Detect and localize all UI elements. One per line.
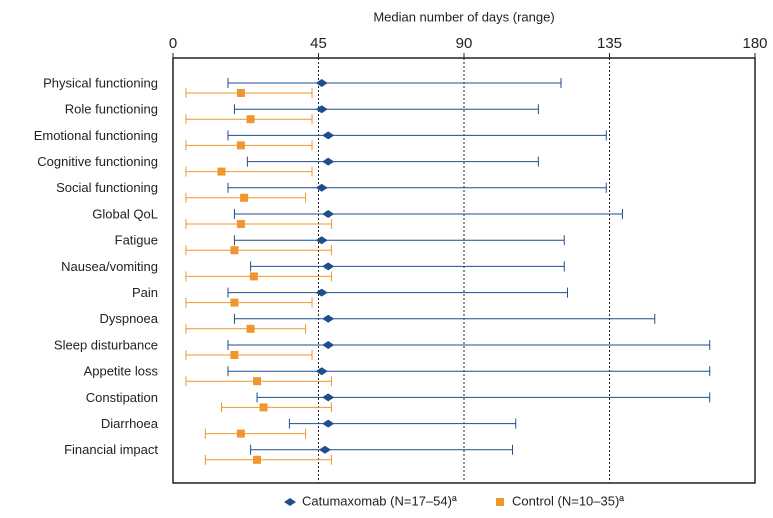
- category-label: Global QoL: [92, 206, 158, 221]
- median-marker: [322, 131, 335, 140]
- median-marker: [318, 445, 331, 454]
- legend-label: Catumaxomab (N=17–54)ª: [302, 493, 457, 508]
- median-marker: [259, 403, 268, 412]
- category-label: Appetite loss: [84, 364, 159, 379]
- category-label: Sleep disturbance: [54, 337, 158, 352]
- median-marker: [322, 157, 335, 166]
- median-marker: [315, 288, 328, 297]
- category-label: Financial impact: [64, 442, 158, 457]
- median-marker: [217, 167, 226, 176]
- category-label: Nausea/vomiting: [61, 259, 158, 274]
- median-marker: [246, 324, 255, 333]
- x-tick-label: 90: [456, 35, 473, 52]
- median-marker: [315, 236, 328, 245]
- legend-marker: [284, 498, 296, 506]
- median-marker: [322, 262, 335, 271]
- median-marker: [253, 377, 262, 386]
- category-label: Pain: [132, 285, 158, 300]
- median-marker: [322, 341, 335, 349]
- category-label: Dyspnoea: [99, 311, 158, 326]
- category-label: Cognitive functioning: [37, 154, 158, 169]
- median-marker: [246, 115, 255, 124]
- median-marker: [236, 89, 245, 97]
- legend-marker: [496, 498, 504, 506]
- category-label: Role functioning: [65, 102, 158, 117]
- median-marker: [240, 193, 249, 202]
- median-marker: [322, 210, 335, 218]
- median-marker: [249, 272, 258, 281]
- category-label: Physical functioning: [43, 75, 158, 90]
- median-marker: [236, 429, 245, 438]
- median-marker: [230, 246, 239, 255]
- median-marker: [230, 298, 239, 307]
- median-marker: [322, 419, 335, 428]
- median-marker: [230, 351, 239, 359]
- median-marker: [322, 314, 335, 323]
- x-tick-label: 0: [169, 35, 177, 52]
- axis-title: Median number of days (range): [373, 9, 554, 24]
- category-label: Social functioning: [56, 180, 158, 195]
- median-marker: [322, 393, 335, 402]
- median-marker: [236, 141, 245, 150]
- x-tick-label: 180: [742, 35, 767, 52]
- legend-label: Control (N=10–35)ª: [512, 493, 624, 508]
- category-label: Emotional functioning: [34, 128, 158, 143]
- category-label: Fatigue: [115, 233, 158, 248]
- median-marker: [315, 183, 328, 192]
- median-marker: [236, 220, 245, 228]
- x-tick-label: 45: [310, 35, 327, 52]
- median-marker: [315, 79, 328, 87]
- median-marker: [315, 367, 328, 376]
- x-tick-label: 135: [597, 35, 622, 52]
- category-label: Diarrhoea: [101, 416, 159, 431]
- median-marker: [253, 455, 262, 464]
- category-label: Constipation: [86, 390, 158, 405]
- median-marker: [315, 105, 328, 114]
